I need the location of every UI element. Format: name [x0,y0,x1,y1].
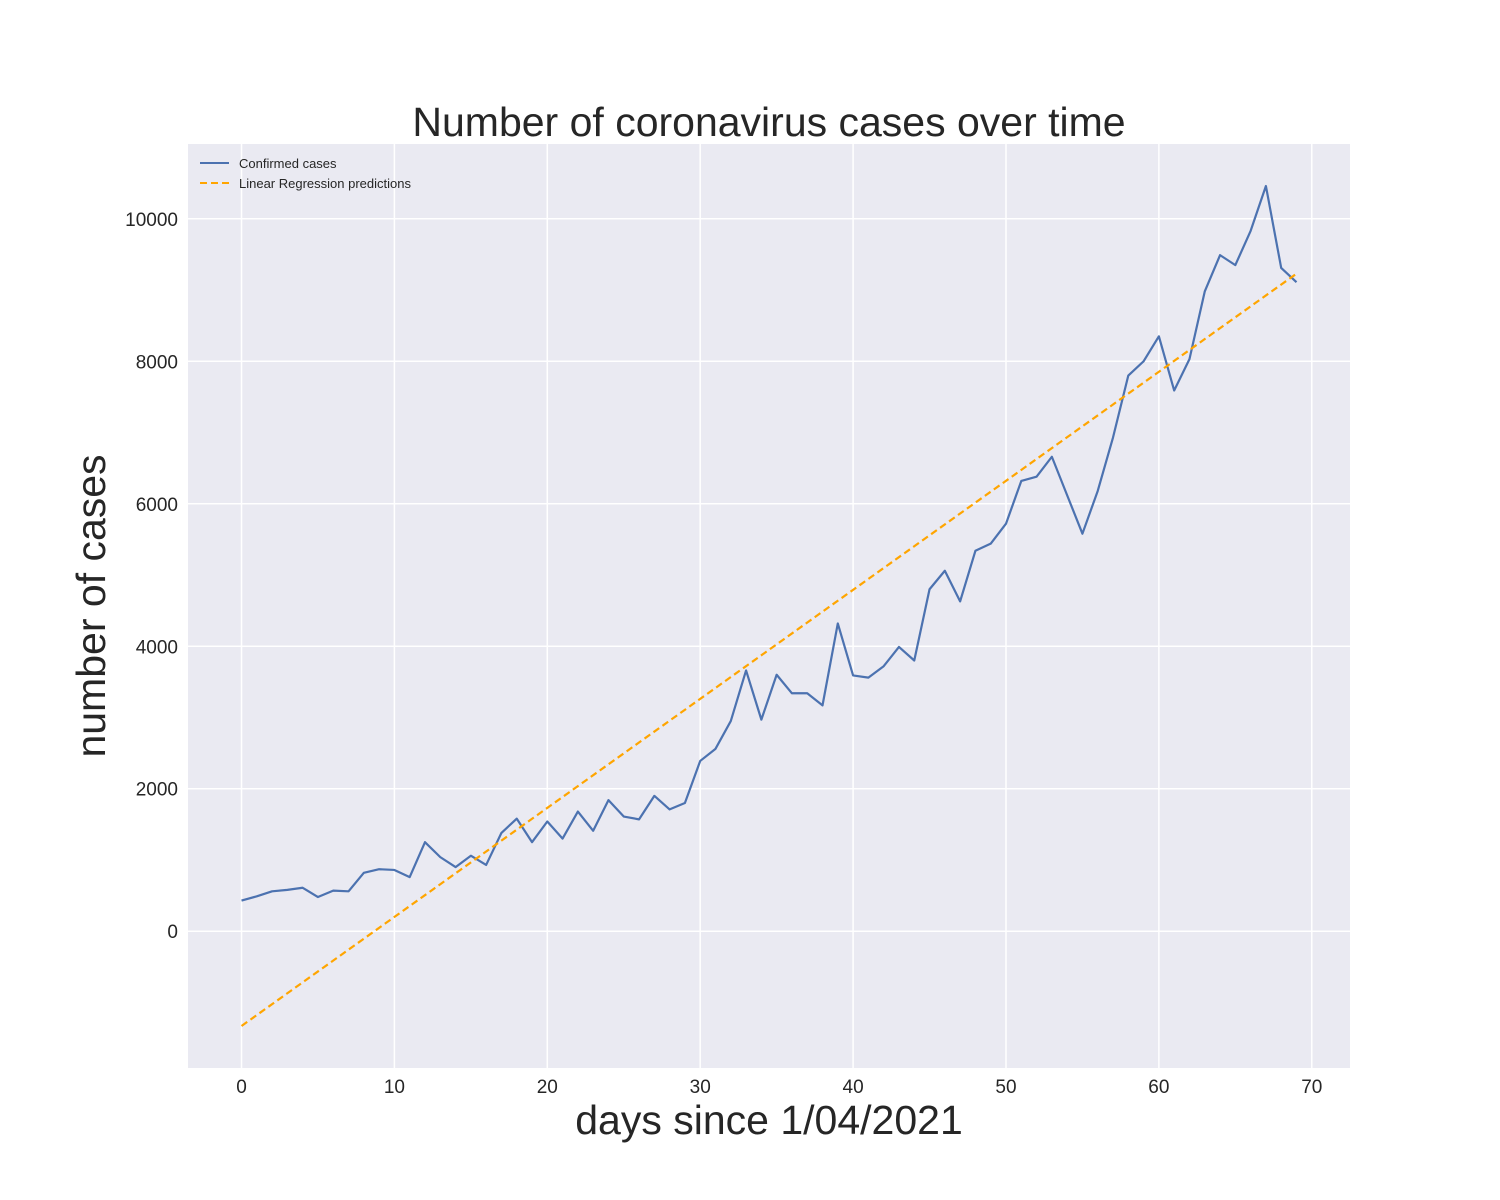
legend-label-linear-regression: Linear Regression predictions [239,176,411,191]
series-line-linear-regression [240,272,1298,1027]
series-layer [240,184,1298,1027]
x-tick-label: 10 [384,1077,405,1098]
x-tick-label: 0 [236,1077,247,1098]
legend: Confirmed cases Linear Regression predic… [200,156,411,191]
x-tick-label: 60 [1148,1077,1169,1098]
y-tick-label: 10000 [125,210,178,231]
x-tick-label: 70 [1301,1077,1322,1098]
x-axis-ticks: 0 10 20 30 40 50 60 70 [236,1077,1322,1098]
y-axis-label: number of cases [68,454,114,757]
y-tick-label: 4000 [136,637,178,658]
y-axis-ticks: 0 2000 4000 6000 8000 10000 [125,210,178,943]
y-tick-label: 8000 [136,352,178,373]
grid-lines [188,144,1350,1068]
series-line-confirmed-cases [241,184,1298,902]
chart-title: Number of coronavirus cases over time [412,99,1125,145]
x-axis-label: days since 1/04/2021 [575,1097,963,1143]
y-tick-label: 6000 [136,495,178,516]
x-tick-label: 20 [537,1077,558,1098]
y-tick-label: 2000 [136,780,178,801]
x-tick-label: 30 [690,1077,711,1098]
x-tick-label: 40 [843,1077,864,1098]
plot-area [188,144,1350,1068]
legend-label-confirmed-cases: Confirmed cases [239,156,337,171]
y-tick-label: 0 [167,922,178,943]
x-tick-label: 50 [995,1077,1016,1098]
